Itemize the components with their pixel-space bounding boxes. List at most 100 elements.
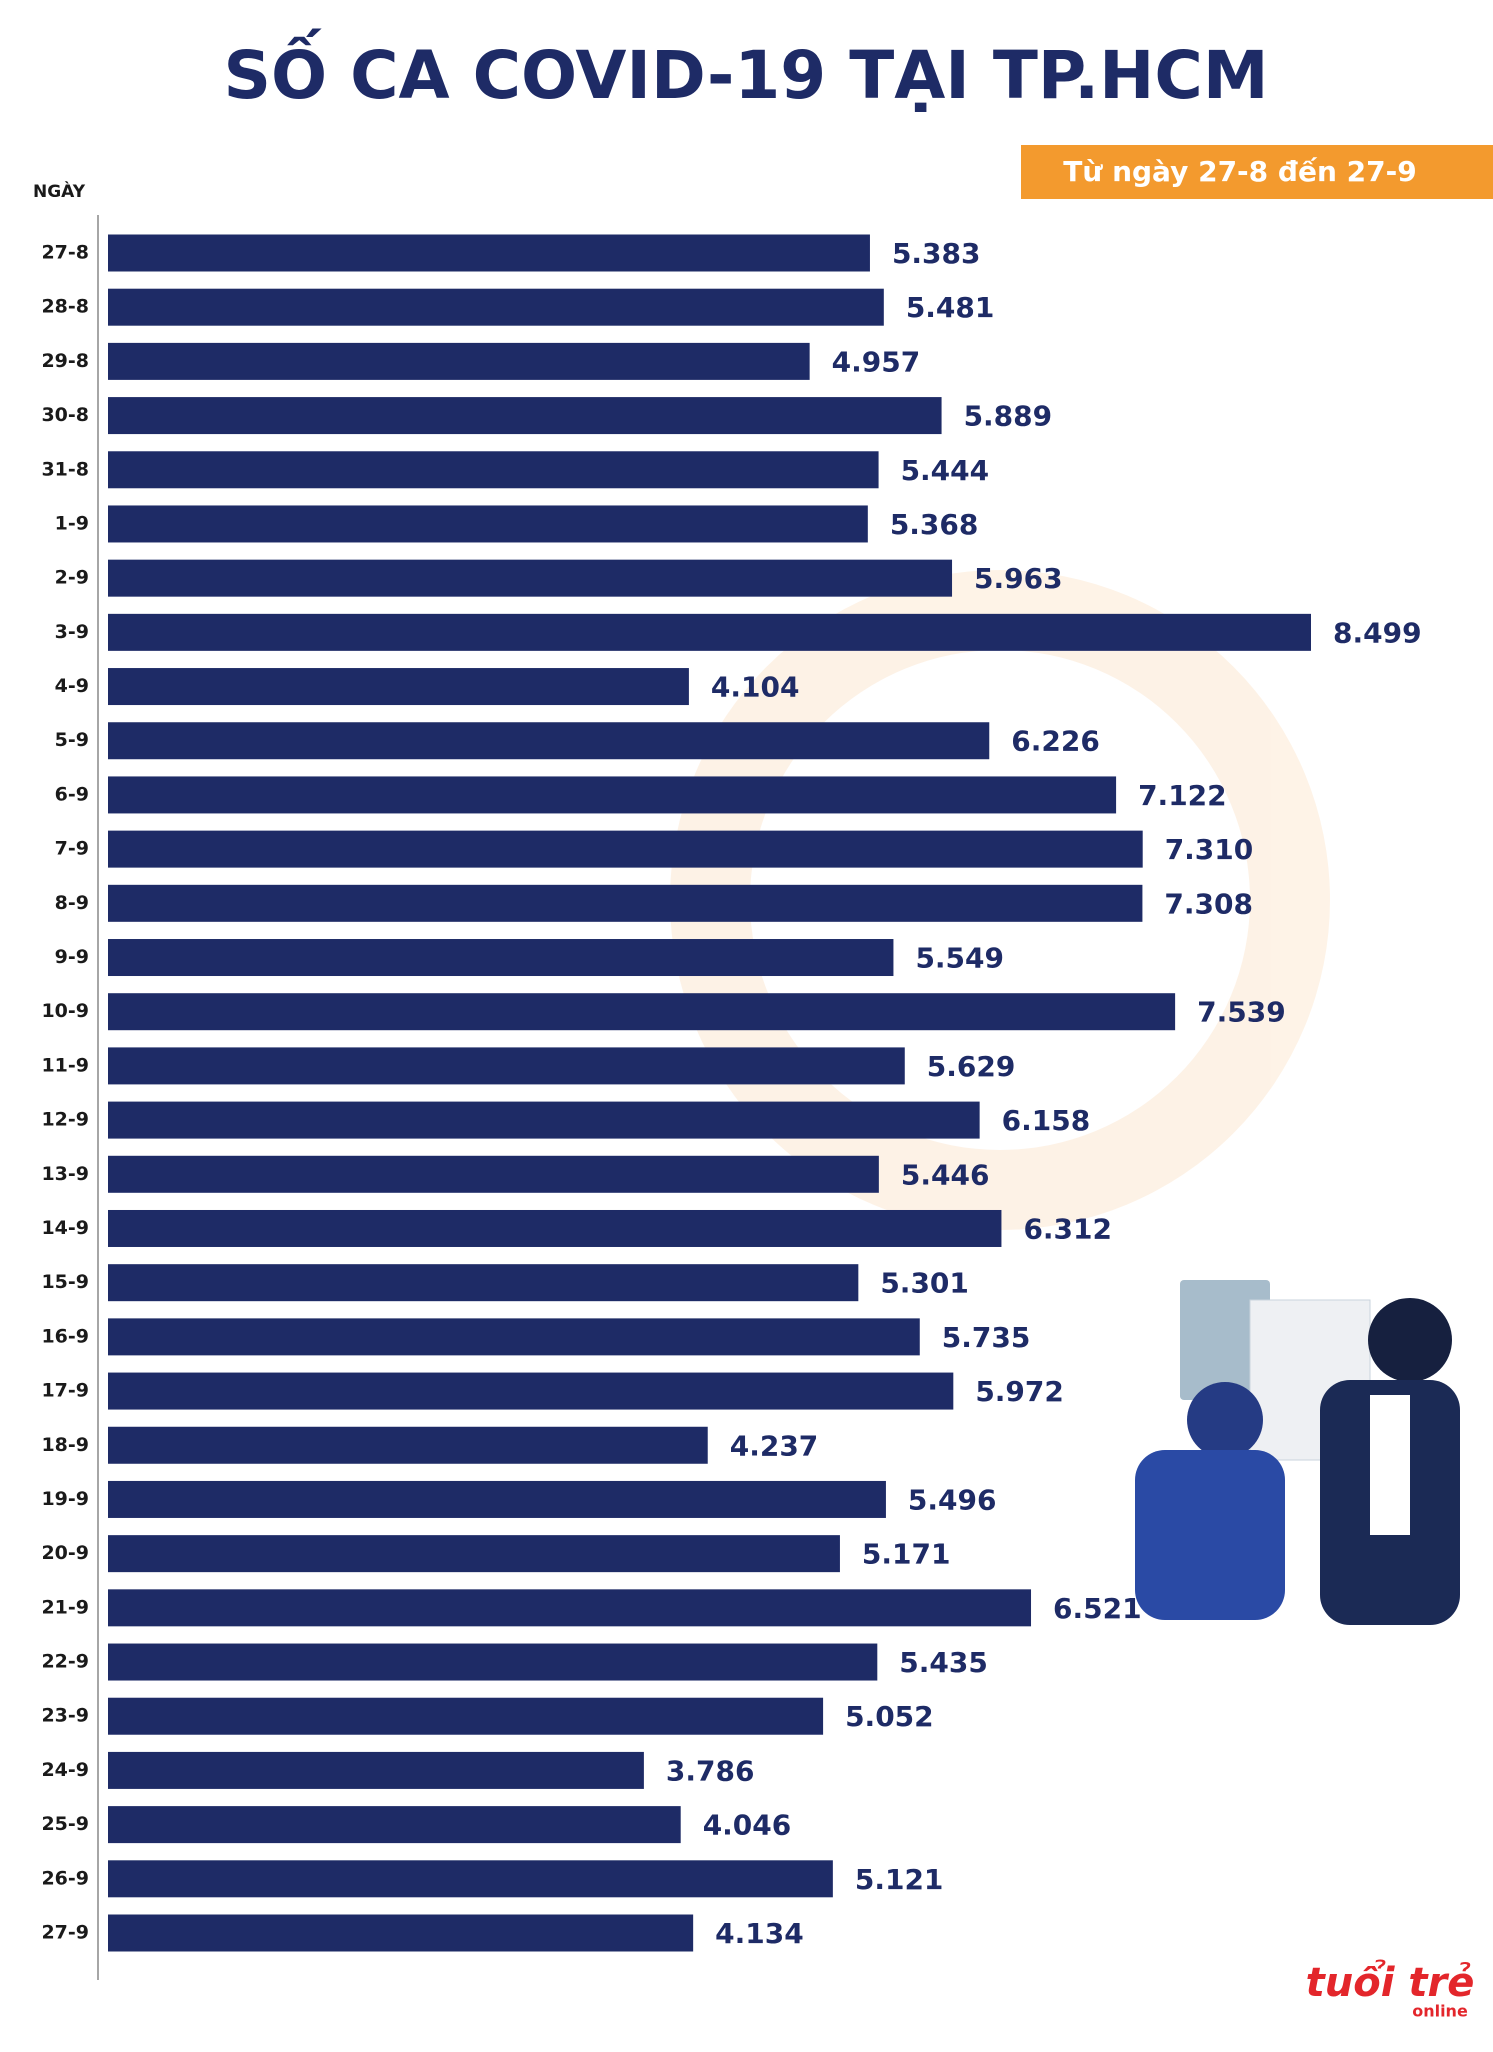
category-label: 17-9: [41, 1380, 89, 1402]
bar: [108, 668, 689, 706]
category-label: 4-9: [55, 675, 89, 697]
bar: [108, 451, 879, 489]
value-label: 5.629: [927, 1050, 1016, 1083]
category-label: 5-9: [55, 729, 89, 751]
bar: [108, 1047, 905, 1085]
bar: [108, 288, 884, 326]
category-label: 22-9: [41, 1651, 89, 1673]
bar: [108, 722, 990, 760]
bar: [108, 993, 1176, 1031]
value-label: 5.972: [975, 1375, 1064, 1408]
y-axis-label: NGÀY: [33, 180, 86, 202]
category-label: 25-9: [41, 1813, 89, 1835]
bar: [108, 559, 953, 597]
value-label: 7.308: [1164, 887, 1253, 920]
logo-main: tuổi trẻ: [1306, 1958, 1475, 2006]
value-label: 5.301: [880, 1267, 969, 1300]
category-label: 15-9: [41, 1271, 89, 1293]
subtitle-box: [1021, 145, 1493, 199]
category-label: 31-8: [41, 458, 89, 480]
value-label: 5.171: [862, 1538, 951, 1571]
bar: [108, 1264, 859, 1302]
bar: [108, 1480, 886, 1518]
category-label: 29-8: [41, 350, 89, 372]
value-label: 5.052: [845, 1700, 934, 1733]
bar: [108, 1535, 840, 1573]
bar: [108, 1318, 920, 1356]
value-label: 7.539: [1197, 996, 1286, 1029]
category-label: 23-9: [41, 1705, 89, 1727]
category-label: 6-9: [55, 783, 89, 805]
bar: [108, 1589, 1032, 1627]
illustration: [1135, 1280, 1460, 1625]
category-label: 3-9: [55, 621, 89, 643]
category-label: 16-9: [41, 1325, 89, 1347]
category-label: 26-9: [41, 1867, 89, 1889]
bar: [108, 1372, 954, 1410]
value-label: 6.521: [1053, 1592, 1142, 1625]
value-label: 3.786: [666, 1754, 755, 1787]
category-label: 21-9: [41, 1596, 89, 1618]
value-label: 4.104: [711, 671, 800, 704]
category-label: 19-9: [41, 1488, 89, 1510]
category-label: 14-9: [41, 1217, 89, 1239]
value-label: 5.735: [942, 1321, 1031, 1354]
category-label: 18-9: [41, 1434, 89, 1456]
bar: [108, 1426, 708, 1464]
bar: [108, 1697, 824, 1735]
bar: [108, 884, 1143, 922]
bar: [108, 939, 894, 977]
bar: [108, 1914, 694, 1952]
bar: [108, 1806, 681, 1844]
bar: [108, 1101, 980, 1139]
category-label: 13-9: [41, 1163, 89, 1185]
category-label: 11-9: [41, 1054, 89, 1076]
value-label: 7.310: [1165, 833, 1254, 866]
category-label: 28-8: [41, 296, 89, 318]
value-label: 4.237: [730, 1429, 819, 1462]
value-label: 5.435: [899, 1646, 988, 1679]
bar: [108, 613, 1311, 651]
value-label: 6.312: [1023, 1212, 1112, 1245]
value-label: 5.481: [906, 291, 995, 324]
value-label: 4.957: [832, 345, 921, 378]
category-label: 8-9: [55, 892, 89, 914]
value-label: 4.134: [715, 1917, 804, 1950]
bar: [108, 1209, 1002, 1247]
category-label: 10-9: [41, 1000, 89, 1022]
value-label: 6.158: [1002, 1104, 1091, 1137]
bar: [108, 234, 870, 272]
value-label: 5.549: [915, 942, 1004, 975]
value-label: 5.383: [892, 237, 981, 270]
bar: [108, 1155, 879, 1193]
value-label: 4.046: [703, 1809, 792, 1842]
logo-sub: online: [1412, 2002, 1468, 2021]
value-label: 5.444: [901, 454, 990, 487]
bar: [108, 342, 810, 380]
category-label: 9-9: [55, 946, 89, 968]
bar: [108, 1751, 644, 1789]
category-label: 1-9: [55, 512, 89, 534]
bar: [108, 776, 1117, 814]
value-label: 8.499: [1333, 616, 1422, 649]
value-label: 5.496: [908, 1483, 997, 1516]
category-label: 30-8: [41, 404, 89, 426]
value-label: 5.889: [964, 400, 1053, 433]
category-label: 2-9: [55, 567, 89, 589]
category-label: 27-9: [41, 1922, 89, 1944]
bar: [108, 397, 942, 435]
value-label: 5.446: [901, 1158, 990, 1191]
category-label: 27-8: [41, 242, 89, 264]
value-label: 6.226: [1011, 725, 1100, 758]
category-label: 12-9: [41, 1109, 89, 1131]
bar: [108, 1643, 878, 1681]
bar: [108, 1860, 833, 1898]
category-label: 7-9: [55, 838, 89, 860]
value-label: 5.963: [974, 562, 1063, 595]
value-label: 5.121: [855, 1863, 944, 1896]
bar: [108, 830, 1143, 868]
value-label: 7.122: [1138, 779, 1227, 812]
category-label: 20-9: [41, 1542, 89, 1564]
